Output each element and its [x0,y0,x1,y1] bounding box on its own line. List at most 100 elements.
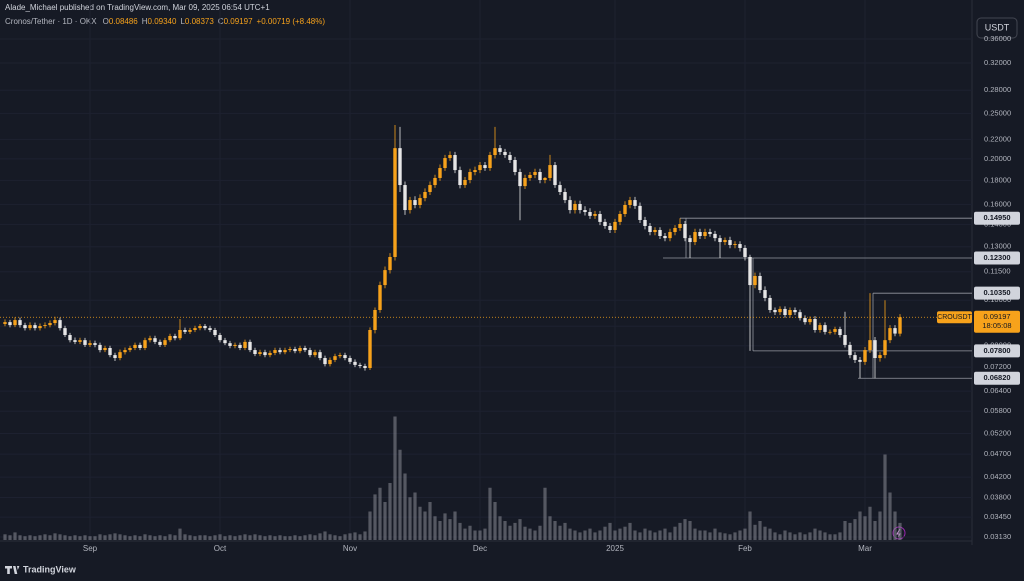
volume-bar [108,534,112,540]
candle-body [383,270,387,286]
volume-bar [728,534,732,540]
candle-body [378,285,382,311]
volume-bar [203,535,207,540]
candle-body [478,165,482,171]
volume-bar [493,502,497,540]
symbol: Cronos/Tether · 1D · OKX [5,17,97,26]
volume-bar [73,535,77,540]
volume-bar [483,528,487,540]
current-price: 0.09197 [983,312,1010,321]
candle-body [348,358,352,362]
candle-body [333,356,337,360]
candle-body [178,329,182,339]
volume-bar [248,535,252,540]
candle-body [153,338,157,342]
candle-body [38,326,42,329]
candle-body [188,329,192,332]
candle-body [228,343,232,346]
candle-body [643,219,647,226]
volume-bar [233,536,237,540]
volume-bar [733,532,737,540]
candle-body [528,174,532,178]
candle-body [688,238,692,243]
volume-bar [893,511,897,540]
volume-bar [718,532,722,540]
candle-body [78,340,82,342]
candle-body [183,329,187,332]
x-tick-label: Feb [738,544,752,553]
candle-body [33,325,37,329]
candle-body [868,340,872,351]
candle-body [288,349,292,351]
candle-body [423,191,427,199]
price-box [974,310,1020,333]
volume-bar [213,535,217,540]
volume-bar [503,521,507,540]
volume-bar [768,528,772,540]
volume-bar [843,521,847,540]
candle-body [358,364,362,367]
volume-bar [878,511,882,540]
candle-body [133,344,137,348]
volume-bar [318,533,322,540]
candle-body [198,326,202,329]
currency-button[interactable] [976,17,1018,39]
candle-body [58,320,62,329]
volume-bar [308,534,312,540]
volume-bar [128,536,132,540]
volume-bar [293,535,297,540]
volume-bar [78,536,82,540]
candle-body [318,352,322,359]
volume-bar [408,497,412,540]
volume-bar [83,535,87,540]
volume-bar [398,449,402,540]
candle-body [738,244,742,248]
candle-body [653,229,657,233]
volume-bar [148,535,152,540]
candle-body [223,340,227,344]
volume-bar [38,535,42,540]
volume-bar [268,535,272,540]
candle-body [203,326,207,329]
volume-bar [788,532,792,540]
candle-body [758,275,762,291]
volume-bar [538,525,542,540]
candle-body [833,329,837,332]
candle-body [218,335,222,341]
volume-bar [708,532,712,540]
level-label: 0.12300 [983,253,1010,262]
candle-body [743,247,747,257]
volume-bar [658,530,662,540]
candle-body [858,359,862,362]
volume-bar [573,530,577,540]
x-tick-label: Mar [858,544,872,553]
candle-body [663,235,667,239]
y-tick-label: 0.18000 [984,175,1011,184]
candle-body [633,200,637,206]
volume-bar [363,531,367,540]
volume-bar [323,531,327,540]
volume-bar [823,532,827,540]
candle-body [313,352,317,356]
legend-value: 0.09197 [224,17,253,26]
volume-bar [598,530,602,540]
candle-body [718,238,722,243]
volume-bar [283,536,287,540]
volume-bar [543,487,547,540]
candle-body [48,323,52,326]
candle-body [678,224,682,228]
candle-body [508,155,512,160]
volume-bar [663,528,667,540]
volume-bar [393,416,397,540]
candle-body [28,325,32,329]
candle-body [558,185,562,192]
candle-body [303,347,307,351]
currency[interactable]: USDT [985,22,1010,32]
candle-body [68,335,72,341]
volume-bar [433,516,437,540]
volume-bar [468,525,472,540]
volume-bar [178,528,182,540]
candle-body [113,355,117,359]
candle-body [98,344,102,351]
candle-body [523,177,527,187]
